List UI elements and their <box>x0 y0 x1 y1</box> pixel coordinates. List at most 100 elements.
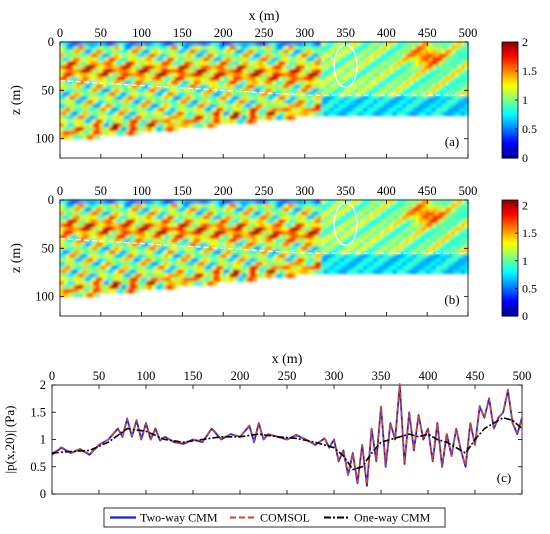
field-cell <box>161 265 166 271</box>
field-cell <box>79 281 84 286</box>
field-cell <box>190 200 195 205</box>
field-cell <box>131 53 136 59</box>
field-cell <box>105 76 110 82</box>
field-cell <box>69 100 74 105</box>
field-cell <box>317 219 322 224</box>
field-cell <box>164 100 169 105</box>
field-cell <box>138 72 143 78</box>
field-cell <box>295 96 299 101</box>
field-cell <box>187 215 192 220</box>
field-cell <box>445 45 450 51</box>
field-cell <box>350 200 355 205</box>
field-cell <box>268 65 273 70</box>
field-cell <box>376 49 381 55</box>
field-cell <box>213 281 218 286</box>
field-cell <box>275 45 280 51</box>
field-cell <box>246 242 250 247</box>
field-cell <box>445 92 450 97</box>
field-cell <box>95 84 100 89</box>
field-cell <box>383 254 387 259</box>
field-cell <box>108 215 113 220</box>
field-cell <box>79 258 84 263</box>
field-cell <box>321 42 325 47</box>
field-cell <box>138 281 143 286</box>
field-cell <box>399 61 404 66</box>
field-cell <box>69 107 74 113</box>
field-cell <box>138 49 143 55</box>
field-cell <box>170 230 175 236</box>
field-cell <box>396 200 401 205</box>
field-cell <box>311 238 316 244</box>
panel-label: (a) <box>445 134 459 149</box>
field-cell <box>255 269 260 275</box>
field-cell <box>66 277 71 282</box>
field-cell <box>232 42 237 47</box>
field-cell <box>89 250 94 255</box>
field-cell <box>226 273 231 278</box>
field-cell <box>425 65 430 70</box>
field-cell <box>86 76 90 82</box>
field-cell <box>190 223 195 228</box>
field-cell <box>184 211 188 217</box>
field-cell <box>386 211 391 217</box>
field-cell <box>213 65 218 70</box>
field-cell <box>108 49 113 55</box>
field-cell <box>278 261 283 267</box>
field-cell <box>190 203 195 209</box>
field-cell <box>301 242 306 247</box>
field-cell <box>259 100 263 105</box>
field-cell <box>379 227 384 232</box>
field-cell <box>197 123 201 128</box>
field-cell <box>128 65 133 70</box>
field-cell <box>131 92 136 97</box>
colorbar-step <box>502 100 518 103</box>
field-cell <box>239 65 244 70</box>
field-cell <box>226 92 231 97</box>
field-cell <box>259 234 263 240</box>
field-cell <box>272 250 277 255</box>
field-cell <box>128 69 133 74</box>
field-cell <box>291 69 296 74</box>
field-cell <box>249 246 254 251</box>
field-cell <box>376 107 381 113</box>
field-cell <box>69 230 74 236</box>
field-cell <box>435 100 440 105</box>
field-cell <box>252 53 257 59</box>
field-cell <box>138 219 143 224</box>
field-cell <box>167 127 172 132</box>
field-cell <box>216 242 221 247</box>
field-cell <box>272 65 277 70</box>
field-cell <box>399 242 404 247</box>
field-cell <box>79 288 84 294</box>
field-cell <box>128 258 133 263</box>
field-cell <box>63 215 68 220</box>
field-cell <box>154 277 159 282</box>
field-cell <box>288 53 293 59</box>
field-cell <box>298 261 303 267</box>
field-cell <box>360 100 365 105</box>
field-cell <box>141 72 146 78</box>
field-cell <box>366 111 371 117</box>
field-cell <box>330 88 335 93</box>
field-cell <box>337 61 342 66</box>
field-cell <box>125 72 130 78</box>
field-cell <box>141 261 146 267</box>
field-cell <box>232 88 237 93</box>
field-cell <box>118 281 123 286</box>
field-cell <box>252 80 257 86</box>
field-cell <box>223 119 228 124</box>
field-cell <box>108 211 113 217</box>
field-cell <box>383 80 387 86</box>
field-cell <box>265 96 270 101</box>
field-cell <box>108 69 113 74</box>
field-cell <box>193 100 198 105</box>
field-cell <box>206 238 211 244</box>
field-cell <box>327 111 332 117</box>
field-cell <box>272 203 277 209</box>
field-cell <box>363 254 368 259</box>
field-cell <box>458 45 463 51</box>
field-cell <box>99 223 104 228</box>
field-cell <box>379 80 384 86</box>
field-cell <box>226 61 231 66</box>
field-cell <box>415 76 420 82</box>
